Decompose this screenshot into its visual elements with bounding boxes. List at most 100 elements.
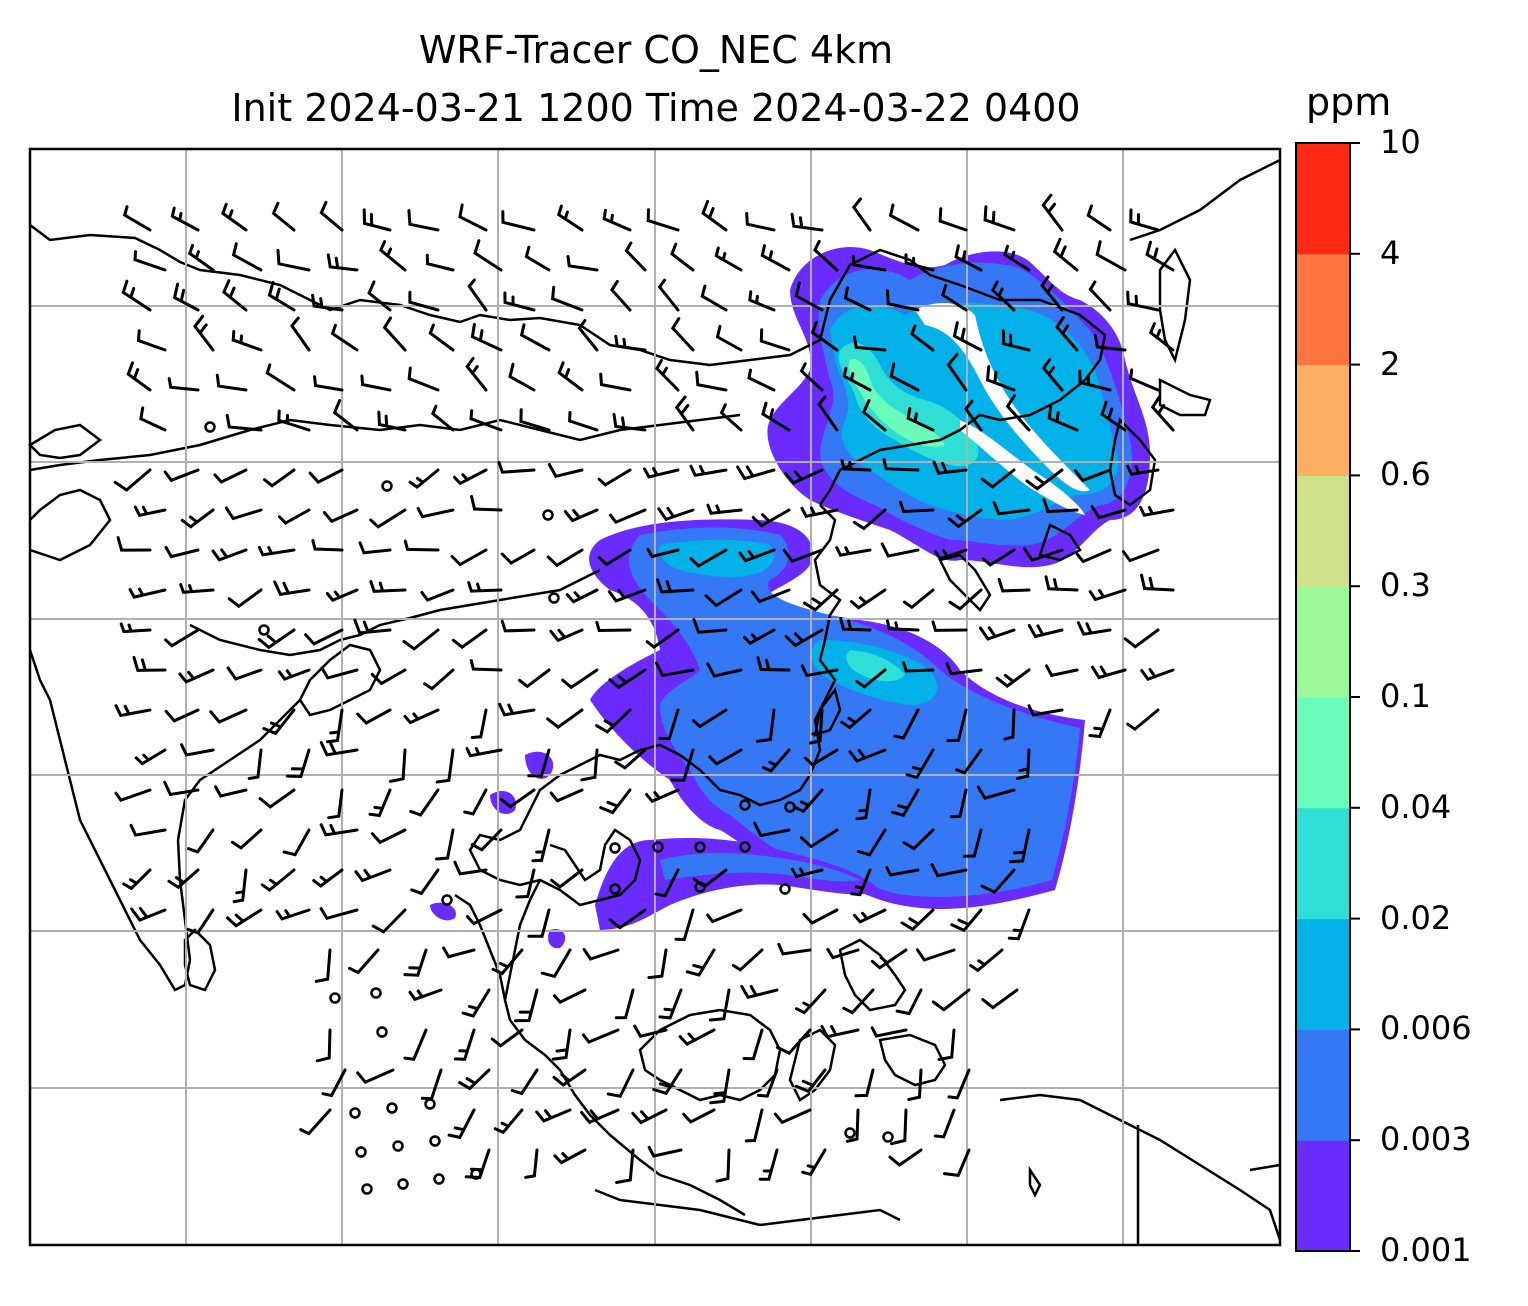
wind-barb [706, 662, 743, 678]
wind-barb [423, 668, 455, 691]
wind-barb [800, 506, 839, 518]
wind-barb [607, 588, 647, 603]
wind-barb [430, 404, 455, 432]
wind-barb [369, 508, 407, 529]
wind-barb [813, 239, 839, 272]
wind-barb [500, 619, 536, 633]
wind-barb [949, 788, 968, 819]
wind-barb [540, 948, 572, 979]
wind-barb [624, 241, 647, 272]
wind-barb [180, 743, 215, 757]
wind-barb [761, 401, 791, 432]
wind-barb [952, 321, 983, 352]
wind-barb [453, 1028, 476, 1061]
wind-barb [265, 363, 296, 392]
wind-barb [903, 588, 935, 610]
calm-wind-marker [204, 421, 216, 433]
wind-barb [931, 988, 971, 1012]
wind-barb [500, 548, 536, 565]
wind-barb [840, 708, 872, 730]
wind-barb [167, 377, 200, 392]
wind-barb [136, 329, 167, 352]
wind-barb [470, 494, 503, 512]
wind-barb [700, 284, 728, 312]
wind-barb [382, 316, 407, 352]
wind-barb [556, 204, 584, 232]
wind-barb [170, 206, 200, 232]
wind-barb [315, 1028, 332, 1063]
wind-barb [842, 366, 872, 392]
calm-wind-marker [739, 799, 751, 811]
wind-barb [1095, 240, 1127, 272]
wind-barb [527, 908, 551, 938]
calm-wind-marker [429, 1135, 441, 1147]
wind-barb [277, 409, 311, 432]
wind-barb [695, 370, 728, 392]
colorbar-tick-label: 0.003 [1380, 1120, 1472, 1159]
wind-barb [211, 548, 248, 562]
wind-barb [308, 468, 344, 484]
wind-barb [902, 661, 935, 673]
wind-barb [231, 329, 263, 352]
wind-barb [985, 365, 1016, 392]
wind-barb [360, 374, 392, 392]
calm-wind-marker [779, 883, 791, 895]
wind-barb [670, 317, 695, 352]
wind-barb [742, 1028, 764, 1061]
wind-barb [706, 503, 743, 515]
wind-barb [467, 278, 488, 312]
wind-barb [992, 501, 1031, 516]
wind-barb [453, 860, 488, 876]
wind-barb [1041, 193, 1064, 232]
wind-barb [800, 664, 839, 678]
wind-barb [273, 580, 311, 597]
wind-barb [709, 1068, 731, 1105]
wind-barb [403, 539, 440, 552]
wind-barb [1088, 280, 1112, 312]
wind-barb [549, 788, 584, 803]
wind-barb [551, 1028, 572, 1061]
wind-barb [377, 410, 407, 432]
wind-barb [519, 323, 551, 352]
wind-barb [751, 508, 791, 528]
wind-barb [232, 868, 248, 904]
wind-barb [942, 1148, 971, 1178]
colorbar-segment [1296, 1029, 1350, 1141]
wind-barb [904, 253, 935, 272]
calm-wind-marker [329, 992, 341, 1004]
wind-barb [452, 468, 488, 486]
wind-barb [435, 748, 455, 784]
wind-barb [326, 708, 344, 744]
wind-barb [257, 545, 296, 557]
wind-barb [761, 748, 791, 773]
wind-barb [408, 988, 443, 1002]
calm-wind-marker [392, 1140, 404, 1152]
wind-barb [784, 628, 824, 648]
wind-barb [222, 279, 248, 312]
wind-barb [356, 708, 392, 725]
wind-barb [1129, 208, 1160, 232]
wind-barb [214, 785, 248, 798]
wind-barb [519, 408, 551, 432]
wind-barb [116, 536, 152, 552]
wind-barb [900, 908, 935, 932]
wind-barb [678, 1028, 716, 1046]
wind-barbs [113, 193, 1175, 1184]
wind-barb [1100, 400, 1127, 432]
wind-barb [325, 588, 359, 603]
wind-barb [810, 320, 839, 352]
wind-barb [577, 319, 599, 352]
wind-barb [851, 197, 872, 232]
wind-barb [643, 467, 680, 479]
wind-barb [1086, 204, 1112, 232]
wind-barb [133, 505, 167, 518]
wind-barb [370, 668, 407, 686]
wind-barb [850, 868, 872, 897]
wind-barb [708, 748, 743, 766]
wind-barb [845, 1108, 860, 1143]
wind-barb [1148, 322, 1175, 352]
wind-barb [614, 748, 647, 770]
calm-wind-marker [370, 987, 382, 999]
wind-barb [1042, 498, 1079, 514]
wind-barb [880, 542, 920, 558]
